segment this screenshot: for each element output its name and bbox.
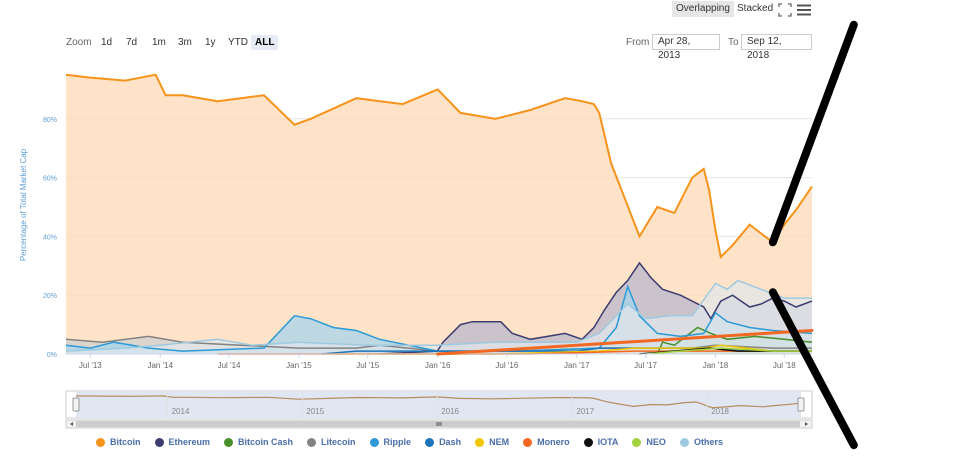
scrollbar-grip-icon: [436, 422, 442, 426]
x-tick-label: Jan '18: [703, 361, 729, 370]
legend-swatch: [583, 437, 593, 447]
navigator-right-handle[interactable]: [797, 397, 805, 412]
from-label: From: [626, 37, 650, 48]
arrow-annotation-1: [768, 20, 858, 247]
zoom-ytd-button[interactable]: YTD: [228, 37, 248, 48]
navigator-year-label: 2016: [441, 407, 459, 416]
legend-label: NEO: [646, 437, 666, 447]
x-tick-label: Jan '15: [286, 361, 312, 370]
to-label: To: [728, 37, 739, 48]
y-tick-label: 40%: [43, 234, 57, 241]
zoom-1m-button[interactable]: 1m: [152, 37, 166, 48]
legend-label: Litecoin: [321, 437, 356, 447]
scroll-right-arrow-icon[interactable]: [805, 422, 808, 426]
from-date-input[interactable]: Apr 28, 2013: [652, 34, 720, 61]
legend-item-others[interactable]: Others: [679, 437, 723, 447]
x-tick-label: Jul '17: [634, 361, 657, 370]
series-area-others: [66, 280, 812, 354]
navigator-left-handle[interactable]: [72, 397, 80, 412]
legend-label: IOTA: [597, 437, 619, 447]
trendline-annotation: [436, 328, 814, 356]
arrow-annotation-2: [768, 288, 858, 450]
x-tick-label: Jan '17: [564, 361, 590, 370]
y-tick-label: 20%: [43, 293, 57, 300]
x-tick-label: Jul '15: [356, 361, 379, 370]
zoom-all-button[interactable]: ALL: [251, 35, 279, 50]
y-tick-label: 0%: [47, 352, 57, 359]
navigator-year-label: 2014: [172, 407, 190, 416]
legend-swatch: [96, 437, 105, 447]
navigator-year-label: 2015: [306, 407, 324, 416]
series-line-bitcoin-cash: [656, 326, 813, 355]
navigator-series-line: [75, 395, 802, 409]
legend-item-nem[interactable]: NEM: [475, 437, 509, 447]
x-tick-label: Jan '14: [147, 361, 173, 370]
legend-item-dash[interactable]: Dash: [425, 437, 461, 447]
legend-label: Monero: [537, 437, 570, 447]
legend-label: NEM: [489, 437, 510, 447]
legend-swatch: [679, 437, 689, 447]
hamburger-menu-icon[interactable]: [797, 3, 811, 17]
legend-label: Ripple: [383, 437, 412, 447]
series-line-neo: [645, 347, 812, 355]
legend: Bitcoin Ethereum Bitcoin Cash Litecoin Rippl…: [96, 437, 723, 447]
annotations: [436, 20, 858, 450]
zoom-label: Zoom: [66, 37, 92, 48]
legend-label: Bitcoin: [110, 437, 141, 447]
legend-swatch: [523, 437, 533, 447]
legend-item-monero[interactable]: Monero: [523, 437, 570, 447]
stacked-toggle[interactable]: Stacked: [737, 3, 774, 14]
y-tick-label: 80%: [43, 117, 57, 124]
series-line-bitcoin: [65, 73, 813, 260]
fullscreen-icon[interactable]: [778, 3, 792, 17]
series-areas: [66, 74, 813, 354]
legend-item-litecoin[interactable]: Litecoin: [307, 437, 356, 447]
zoom-3m-button[interactable]: 3m: [178, 37, 192, 48]
overlapping-toggle[interactable]: Overlapping: [672, 1, 734, 17]
series-line-litecoin: [65, 335, 812, 352]
legend-swatch: [475, 437, 485, 447]
x-tick-label: Jul '13: [79, 361, 102, 370]
legend-label: Bitcoin Cash: [238, 437, 294, 447]
navigator-selection: [76, 391, 801, 418]
zoom-1y-button[interactable]: 1y: [205, 37, 216, 48]
to-date-input[interactable]: Sep 12, 2018: [741, 34, 812, 61]
series-line-ethereum: [379, 261, 813, 355]
y-axis-label: Percentage of Total Market Cap: [19, 148, 28, 261]
series-lines: [65, 73, 813, 355]
legend-swatch: [154, 437, 164, 447]
legend-item-bitcoin-cash[interactable]: Bitcoin Cash: [224, 437, 293, 447]
zoom-1d-button[interactable]: 1d: [101, 37, 113, 48]
legend-label: Others: [693, 437, 723, 447]
legend-item-bitcoin[interactable]: Bitcoin: [96, 437, 141, 447]
legend-swatch: [307, 437, 317, 447]
navigator-scrollbar-thumb: [76, 421, 800, 427]
legend-item-neo[interactable]: NEO: [632, 437, 666, 447]
legend-swatch: [632, 437, 642, 447]
x-tick-label: Jan '16: [425, 361, 451, 370]
legend-swatch: [369, 437, 379, 447]
legend-item-iota[interactable]: IOTA: [583, 437, 619, 447]
scroll-left-arrow-icon[interactable]: [70, 422, 73, 426]
legend-item-ripple[interactable]: Ripple: [369, 437, 412, 447]
series-line-others: [65, 279, 812, 352]
legend-label: Ethereum: [168, 437, 211, 447]
legend-label: Dash: [439, 437, 462, 447]
legend-swatch: [425, 437, 435, 447]
navigator[interactable]: 2014 2015 2016 2017 2018: [65, 390, 813, 429]
x-tick-label: Jul '16: [495, 361, 518, 370]
legend-swatch: [224, 437, 234, 447]
zoom-7d-button[interactable]: 7d: [126, 37, 138, 48]
x-tick-label: Jul '18: [773, 361, 796, 370]
navigator-year-label: 2017: [576, 407, 594, 416]
x-tick-label: Jul '14: [218, 361, 241, 370]
navigator-year-label: 2018: [711, 407, 729, 416]
legend-item-ethereum[interactable]: Ethereum: [154, 437, 211, 447]
y-tick-label: 60%: [43, 176, 57, 183]
